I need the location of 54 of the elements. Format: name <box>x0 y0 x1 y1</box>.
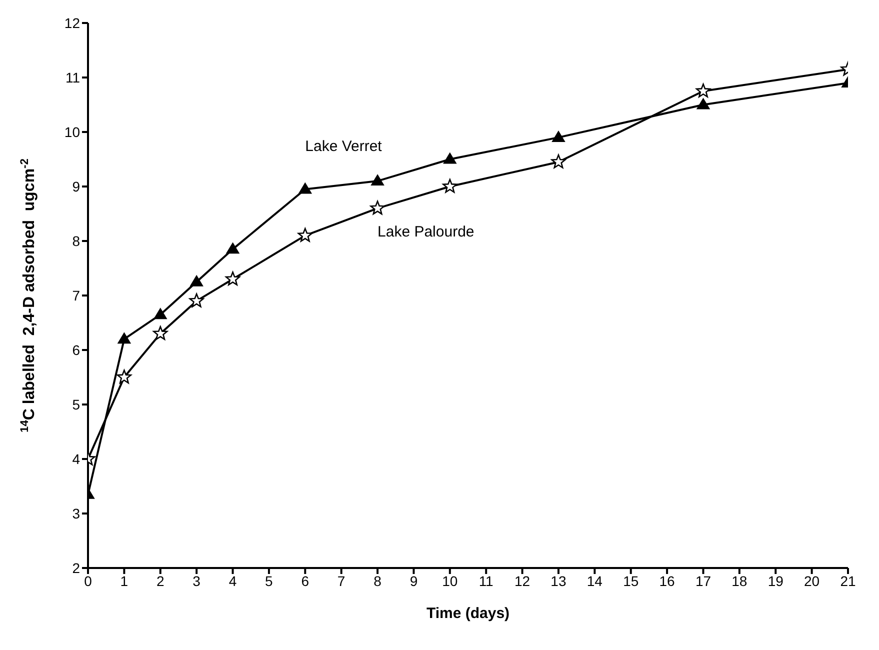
x-tick-label: 21 <box>840 572 856 589</box>
series-label: Lake Verret <box>305 138 383 156</box>
x-tick-label: 5 <box>265 572 274 589</box>
y-tick-label: 10 <box>64 124 80 140</box>
x-tick-label: 3 <box>192 572 201 589</box>
x-tick-label: 1 <box>120 572 128 589</box>
x-tick-label: 2 <box>156 572 164 589</box>
y-tick-label: 11 <box>65 69 80 86</box>
point <box>190 275 204 286</box>
x-tick-label: 19 <box>768 572 784 589</box>
y-tick-label: 9 <box>72 178 80 194</box>
point <box>696 83 711 98</box>
point <box>370 200 385 215</box>
point <box>154 308 167 320</box>
x-tick-label: 17 <box>695 572 712 589</box>
point <box>551 154 566 168</box>
point <box>153 326 168 340</box>
x-tick-label: 13 <box>550 572 566 589</box>
y-tick-label: 2 <box>72 560 80 576</box>
point <box>225 272 240 286</box>
x-tick-label: 20 <box>804 572 820 589</box>
series-label: Lake Palourde <box>378 223 474 240</box>
point <box>371 174 384 186</box>
x-axis-title: Time (days) <box>426 605 510 622</box>
x-tick-label: 14 <box>586 572 603 589</box>
x-tick-label: 7 <box>337 572 346 589</box>
x-tick-label: 6 <box>301 572 310 589</box>
point <box>442 178 458 193</box>
x-tick-label: 9 <box>410 572 418 589</box>
point <box>116 370 132 384</box>
x-tick-label: 15 <box>623 572 639 589</box>
x-tick-label: 11 <box>478 572 494 589</box>
y-tick-label: 5 <box>72 396 80 412</box>
point <box>189 293 204 308</box>
y-tick-label: 4 <box>72 450 80 467</box>
point <box>552 130 565 142</box>
x-tick-label: 18 <box>732 572 748 589</box>
x-tick-label: 4 <box>228 572 237 589</box>
point <box>226 242 240 254</box>
y-tick-label: 7 <box>72 287 80 304</box>
point <box>118 332 131 344</box>
x-tick-label: 0 <box>84 572 92 589</box>
point <box>443 152 456 164</box>
x-tick-label: 8 <box>374 572 382 589</box>
y-tick-label: 6 <box>72 342 80 358</box>
y-tick-label: 8 <box>72 232 80 249</box>
point <box>298 228 312 242</box>
point <box>298 182 312 194</box>
x-tick-label: 10 <box>442 572 458 589</box>
x-tick-label: 12 <box>514 572 530 589</box>
y-tick-label: 3 <box>72 505 80 522</box>
x-tick-label: 16 <box>659 572 676 589</box>
y-tick-label: 12 <box>64 14 80 31</box>
point <box>696 98 710 110</box>
